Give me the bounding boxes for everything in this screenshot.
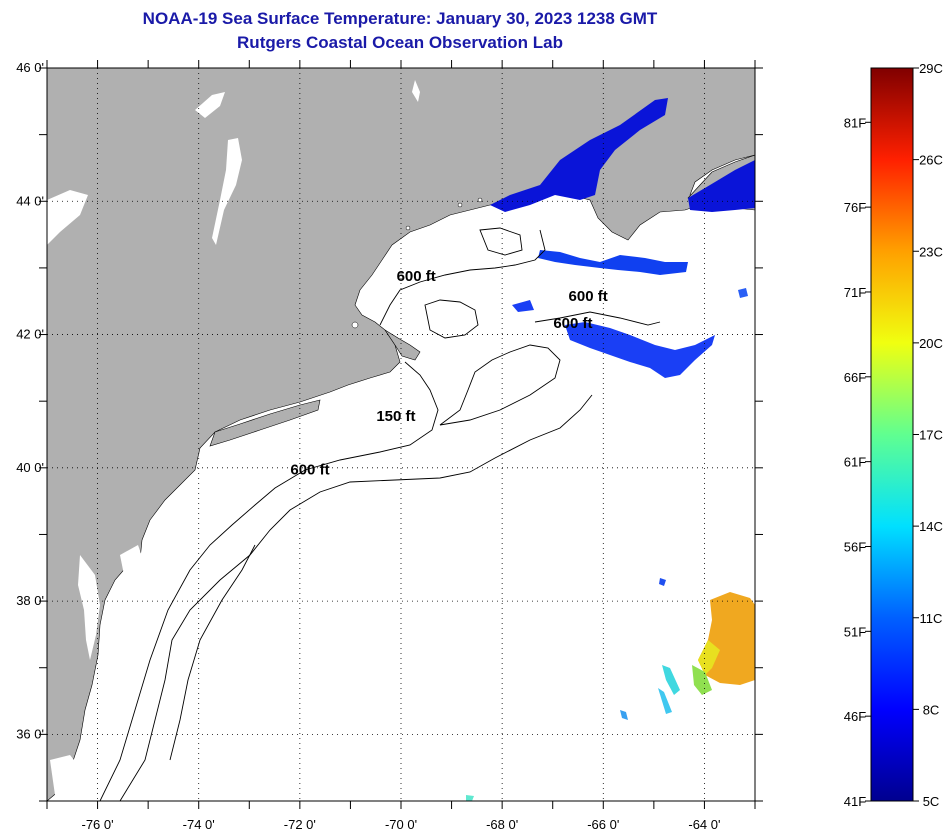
contour-label: 150 ft (376, 408, 415, 425)
contour-label: 600 ft (397, 268, 436, 285)
moosehead-lake (412, 80, 420, 102)
lon-tick-label: -76 0' (82, 817, 114, 832)
sst-patch-green (692, 665, 712, 695)
lon-tick-label: -70 0' (385, 817, 417, 832)
land-long-island (209, 399, 321, 447)
colorbar-f-label: 81F (844, 115, 866, 130)
colorbar-f-label: 71F (844, 285, 866, 300)
sst-patch-small-2 (738, 288, 748, 298)
colorbar-f-label: 61F (844, 455, 866, 470)
island-2 (405, 225, 411, 231)
coastal-islands (351, 197, 483, 329)
contour-600ft-georges-north (534, 311, 661, 326)
contour-jordan-basin (479, 227, 523, 256)
figure-subtitle: Rutgers Coastal Ocean Observation Lab (237, 33, 563, 52)
colorbar-c-label: 17C (919, 428, 943, 443)
colorbar-f-label: 51F (844, 624, 866, 639)
colorbar-c-label: 23C (919, 244, 943, 259)
contour-inner-1 (169, 544, 256, 761)
colorbar: 5C 8C 11C 14C 17C 20C 23C 26C 29C 41F 46F 51F 56F 61F… (844, 61, 943, 809)
graticule (47, 68, 755, 801)
colorbar-f-label: 76F (844, 200, 866, 215)
contour-label: 600 ft (553, 315, 592, 332)
lake-small-1 (195, 92, 225, 118)
colorbar-ticks: 5C 8C 11C 14C 17C 20C 23C 26C 29C 41F 46F 51F 56F 61F… (844, 61, 943, 809)
sst-patch-cyan-2 (658, 688, 672, 714)
colorbar-c-label: 11C (920, 611, 943, 626)
lat-tick-label: 36 0' (16, 726, 44, 741)
colorbar-c-label: 20C (919, 336, 943, 351)
lake-champlain (212, 138, 242, 245)
colorbar-gradient (870, 67, 914, 802)
lon-tick-label: -74 0' (183, 817, 215, 832)
contour-150ft-georges (439, 344, 561, 426)
delaware-bay (120, 545, 145, 580)
sst-patch-small-1 (512, 300, 534, 312)
colorbar-c-label: 14C (919, 519, 943, 534)
colorbar-f-label: 56F (844, 539, 866, 554)
colorbar-c-label: 5C (923, 794, 940, 809)
figure-title: NOAA-19 Sea Surface Temperature: January… (142, 9, 658, 28)
contour-label: 600 ft (569, 288, 608, 305)
sst-patch-georges-1 (538, 250, 688, 275)
sst-patch-gulf-of-maine (490, 98, 668, 212)
chesapeake-bay (78, 555, 100, 660)
pamlico-sound (50, 755, 82, 795)
colorbar-f-label: 66F (844, 370, 866, 385)
inland-water (47, 80, 420, 795)
contour-150ft-shelf (99, 361, 439, 801)
sst-patch-cyan-1 (662, 665, 680, 695)
island-1 (351, 321, 359, 329)
lat-tick-label: 40 0' (16, 460, 44, 475)
contour-wilkinson-basin (424, 299, 479, 339)
lat-tick-label: 44 0' (16, 193, 44, 208)
lat-tick-label: 46 0' (16, 60, 44, 75)
island-4 (477, 197, 483, 203)
sst-data (466, 98, 755, 801)
colorbar-c-label: 8C (923, 702, 940, 717)
contour-600ft-shelf-break (119, 394, 593, 801)
lon-tick-label: -66 0' (587, 817, 619, 832)
land-north-america (47, 68, 755, 801)
lon-tick-label: -68 0' (486, 817, 518, 832)
contour-label: 600 ft (290, 461, 329, 478)
lon-tick-label: -64 0' (688, 817, 720, 832)
map-axes: -76 0' -74 0' -72 0' -70 0' -68 0' -66 0' -64 … (16, 60, 763, 832)
island-3 (457, 202, 463, 208)
bathymetry-contours (99, 227, 661, 801)
land-cape-cod (384, 329, 421, 361)
sst-patch-gulfstream-yellow (698, 640, 720, 675)
contour-gulf-of-maine (379, 229, 546, 326)
colorbar-c-label: 26C (919, 153, 943, 168)
colorbar-f-label: 41F (844, 794, 866, 809)
lake-erie-corner (47, 190, 88, 245)
lat-tick-label: 38 0' (16, 593, 44, 608)
sst-patch-georges-2 (565, 322, 715, 378)
colorbar-f-label: 46F (844, 709, 866, 724)
sst-patch-blue-dot (659, 578, 666, 586)
sst-patch-cyan-4 (466, 795, 474, 801)
contour-labels: 600 ft 600 ft 600 ft 150 ft 600 ft (290, 268, 607, 478)
lon-tick-label: -72 0' (284, 817, 316, 832)
lat-tick-label: 42 0' (16, 327, 44, 342)
colorbar-c-label: 29C (919, 61, 943, 76)
sst-patch-cyan-3 (620, 710, 628, 720)
